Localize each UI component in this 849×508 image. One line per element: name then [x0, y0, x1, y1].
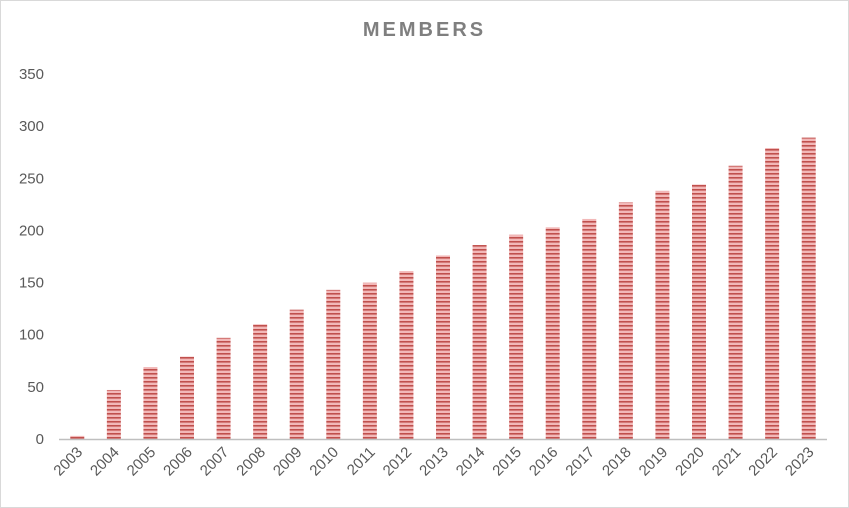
x-tick-label: 2008: [233, 444, 269, 480]
x-tick-label: 2012: [380, 444, 416, 480]
bar-2019: [655, 190, 670, 439]
x-tick-label: 2014: [453, 444, 489, 480]
y-tick-label: 300: [19, 118, 44, 135]
x-tick-label: 2005: [124, 444, 160, 480]
x-tick-label: 2023: [782, 444, 818, 480]
x-tick-label: 2004: [87, 444, 123, 480]
x-tick-label: 2019: [636, 444, 672, 480]
x-tick-label: 2022: [745, 444, 781, 480]
bar-2010: [326, 289, 341, 439]
y-tick-label: 150: [19, 275, 44, 292]
y-tick-label: 200: [19, 222, 44, 239]
y-tick-label: 250: [19, 170, 44, 187]
x-tick-label: 2015: [489, 444, 525, 480]
x-tick-label: 2016: [526, 444, 562, 480]
y-tick-label: 50: [27, 379, 44, 396]
bar-2006: [180, 356, 194, 439]
bar-2005: [143, 367, 158, 439]
y-tick-label: 0: [36, 431, 44, 448]
bar-2007: [216, 337, 231, 439]
x-tick-label: 2003: [50, 444, 86, 480]
bar-2015: [509, 234, 524, 439]
x-tick-label: 2013: [416, 444, 452, 480]
bar-2016: [545, 227, 560, 439]
y-tick-label: 350: [19, 66, 44, 83]
bar-2011: [362, 282, 377, 439]
bar-2003: [70, 435, 85, 439]
x-tick-label: 2011: [344, 444, 379, 479]
bar-2013: [436, 255, 450, 439]
bar-2004: [106, 389, 121, 439]
x-tick-label: 2018: [599, 444, 635, 480]
x-tick-label: 2007: [197, 444, 233, 480]
bar-2008: [253, 324, 268, 439]
bar-2020: [692, 184, 706, 439]
x-tick-label: 2009: [270, 444, 306, 480]
y-tick-label: 100: [19, 327, 44, 344]
x-tick-label: 2010: [306, 444, 342, 480]
x-tick-label: 2017: [562, 444, 598, 480]
x-tick-label: 2006: [160, 444, 196, 480]
bar-2009: [289, 309, 304, 439]
bar-2014: [472, 245, 487, 439]
chart-title: MEMBERS: [362, 19, 487, 41]
bar-2023: [801, 137, 816, 439]
x-tick-label: 2020: [672, 444, 708, 480]
bar-2017: [582, 218, 597, 439]
x-tick-label: 2021: [709, 444, 745, 480]
bar-2012: [399, 271, 414, 439]
bar-2021: [728, 165, 743, 439]
bar-2022: [765, 148, 780, 440]
bar-2018: [618, 202, 633, 439]
